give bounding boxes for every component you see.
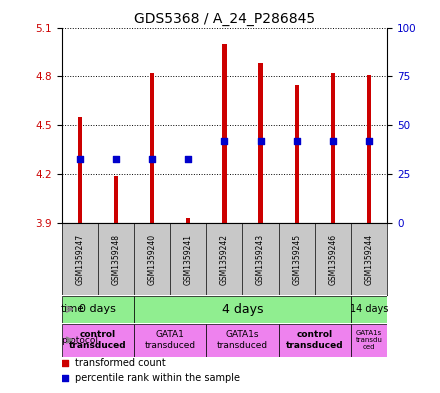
Point	[61, 375, 68, 381]
Point	[61, 360, 68, 366]
Title: GDS5368 / A_24_P286845: GDS5368 / A_24_P286845	[134, 13, 315, 26]
Point	[257, 138, 264, 144]
Bar	[222, 44, 227, 223]
Text: GSM1359248: GSM1359248	[111, 233, 121, 285]
Text: GATA1
transduced: GATA1 transduced	[145, 331, 196, 350]
Point	[366, 138, 373, 144]
Text: 4 days: 4 days	[222, 303, 263, 316]
Point	[185, 155, 192, 162]
Bar	[258, 63, 263, 223]
Text: 14 days: 14 days	[350, 304, 388, 314]
Bar	[62, 324, 134, 356]
Text: GSM1359240: GSM1359240	[147, 233, 157, 285]
Bar	[351, 324, 387, 356]
Bar	[77, 117, 82, 223]
Point	[293, 138, 300, 144]
Text: GSM1359241: GSM1359241	[184, 233, 193, 285]
Text: GATA1s
transduced: GATA1s transduced	[217, 331, 268, 350]
Bar	[186, 218, 191, 223]
Text: GSM1359242: GSM1359242	[220, 233, 229, 285]
Text: protocol: protocol	[61, 336, 98, 345]
Bar	[367, 75, 371, 223]
Point	[330, 138, 337, 144]
Point	[221, 138, 228, 144]
Bar	[114, 176, 118, 223]
Text: GSM1359246: GSM1359246	[328, 233, 337, 285]
Text: GATA1s
transdu
ced: GATA1s transdu ced	[356, 330, 382, 350]
Point	[112, 155, 119, 162]
Point	[76, 155, 83, 162]
Text: control
transduced: control transduced	[69, 331, 127, 350]
Text: GSM1359245: GSM1359245	[292, 233, 301, 285]
Text: percentile rank within the sample: percentile rank within the sample	[75, 373, 240, 383]
Text: 0 days: 0 days	[79, 304, 116, 314]
Bar	[62, 296, 134, 323]
Bar	[206, 324, 279, 356]
Bar	[134, 324, 206, 356]
Bar	[134, 296, 351, 323]
Text: GSM1359243: GSM1359243	[256, 233, 265, 285]
Text: transformed count: transformed count	[75, 358, 165, 368]
Text: GSM1359247: GSM1359247	[75, 233, 84, 285]
Bar	[279, 324, 351, 356]
Text: GSM1359244: GSM1359244	[365, 233, 374, 285]
Point	[149, 155, 156, 162]
Bar	[351, 296, 387, 323]
Bar	[150, 73, 154, 223]
Text: time: time	[61, 304, 84, 314]
Bar	[331, 73, 335, 223]
Bar	[295, 84, 299, 223]
Text: control
transduced: control transduced	[286, 331, 344, 350]
